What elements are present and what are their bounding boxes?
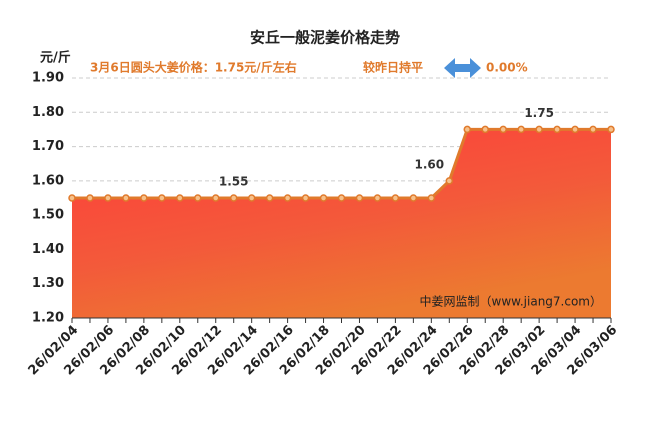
- data-point: [607, 125, 615, 134]
- data-point: [355, 194, 364, 202]
- data-point: [140, 194, 148, 202]
- area-fill: [72, 129, 611, 318]
- y-tick-label: 1.50: [32, 208, 64, 223]
- data-point: [517, 125, 525, 134]
- data-point: [86, 194, 94, 202]
- y-tick-label: 1.60: [32, 173, 64, 188]
- data-point: [158, 194, 166, 202]
- data-point: [247, 194, 256, 202]
- data-label: 1.55: [219, 175, 249, 189]
- data-point: [589, 125, 597, 134]
- data-label: 1.60: [414, 157, 444, 171]
- data-point: [122, 194, 130, 202]
- y-axis-label: 元/斤: [40, 50, 71, 66]
- data-point: [409, 194, 418, 202]
- change-value: 0.00%: [486, 61, 528, 75]
- y-tick-label: 1.70: [32, 139, 64, 154]
- data-point: [301, 194, 310, 202]
- y-tick-label: 1.20: [32, 311, 64, 326]
- subtitle: 3月6日圆头大姜价格：1.75元/斤左右: [90, 60, 297, 75]
- y-tick-label: 1.40: [32, 242, 64, 257]
- y-tick-label: 1.30: [32, 276, 64, 291]
- data-point: [229, 194, 238, 202]
- data-point: [445, 177, 454, 185]
- data-point: [283, 194, 292, 202]
- data-point: [463, 125, 472, 134]
- data-label: 1.75: [524, 106, 554, 120]
- data-point: [481, 125, 489, 134]
- compare-text: 较昨日持平: [363, 60, 423, 75]
- data-point: [571, 125, 579, 134]
- watermark: 中姜网监制（www.jiang7.com）: [420, 294, 602, 309]
- data-point: [176, 194, 184, 202]
- data-point: [373, 194, 382, 202]
- data-point: [68, 194, 76, 202]
- data-point: [391, 194, 400, 202]
- chart-title: 安丘一般泥姜价格走势: [250, 29, 400, 47]
- data-point: [535, 125, 543, 134]
- y-tick-label: 1.80: [32, 105, 64, 120]
- data-point: [499, 125, 507, 134]
- data-point: [553, 125, 561, 134]
- data-point: [211, 194, 220, 202]
- data-point: [427, 194, 436, 202]
- data-point: [337, 194, 346, 202]
- data-point: [319, 194, 328, 202]
- data-point: [265, 194, 274, 202]
- data-point: [194, 194, 202, 202]
- data-point: [104, 194, 112, 202]
- y-tick-label: 1.90: [32, 71, 64, 86]
- flat-arrow-icon: [444, 58, 481, 78]
